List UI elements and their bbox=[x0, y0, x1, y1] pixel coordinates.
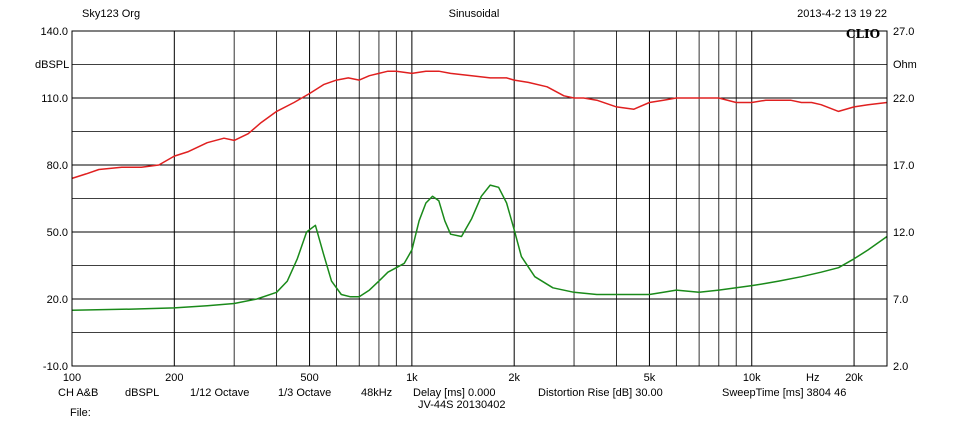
grid bbox=[71, 30, 887, 367]
tick-labels: 100 200 500 1k 2k 5k 10k 20k 140.0 110.0 80.0 50.0 2… bbox=[40, 26, 914, 384]
header-left: Sky123 Org bbox=[82, 8, 140, 20]
y-left-tick-label: 140.0 bbox=[40, 26, 68, 38]
header-timestamp: 2013-4-2 13 19 22 bbox=[797, 8, 887, 20]
footer-file: File: bbox=[70, 407, 91, 419]
x-tick-label: 100 bbox=[63, 372, 81, 384]
y-left-tick-label: 20.0 bbox=[47, 294, 68, 306]
series-lines bbox=[71, 70, 888, 311]
footer-sweep-time: SweepTime [ms] 3804 46 bbox=[722, 387, 846, 399]
y-left-tick-label: 50.0 bbox=[47, 227, 68, 239]
footer-units: dBSPL bbox=[125, 387, 159, 399]
x-tick-label: 10k bbox=[743, 372, 761, 384]
x-tick-label: 500 bbox=[300, 372, 318, 384]
footer-smoothing: 1/3 Octave bbox=[278, 387, 331, 399]
footer-distortion-rise: Distortion Rise [dB] 30.00 bbox=[538, 387, 663, 399]
x-tick-label: 2k bbox=[508, 372, 520, 384]
footer-device-id: JV-44S 20130402 bbox=[418, 399, 505, 411]
x-tick-label: 1k bbox=[406, 372, 418, 384]
plot-frame bbox=[71, 30, 888, 367]
x-tick-label: 5k bbox=[644, 372, 656, 384]
y-left-tick-label: 110.0 bbox=[41, 93, 68, 105]
y-right-tick-label: 2.0 bbox=[893, 361, 908, 373]
y-right-tick-label: 22.0 bbox=[893, 93, 914, 105]
y-right-tick-label: 17.0 bbox=[893, 160, 914, 172]
clio-brand-logo: CLIO bbox=[846, 27, 880, 41]
footer-channel: CH A&B bbox=[58, 387, 98, 399]
footer-resolution: 1/12 Octave bbox=[190, 387, 249, 399]
x-tick-label: 20k bbox=[845, 372, 863, 384]
impedance-response-line bbox=[71, 184, 888, 311]
x-tick-label: 200 bbox=[165, 372, 183, 384]
y-left-axis-label: dBSPL bbox=[35, 59, 69, 71]
y-right-tick-label: 27.0 bbox=[893, 26, 914, 38]
y-right-tick-label: 12.0 bbox=[893, 227, 914, 239]
y-left-tick-label: -10.0 bbox=[43, 361, 68, 373]
chart-title: Sinusoidal bbox=[449, 8, 500, 20]
y-right-tick-label: 7.0 bbox=[893, 294, 908, 306]
y-left-tick-label: 80.0 bbox=[47, 160, 68, 172]
footer-sample-rate: 48kHz bbox=[361, 387, 392, 399]
footer-delay: Delay [ms] 0.000 bbox=[413, 387, 496, 399]
x-axis-label: Hz bbox=[806, 372, 819, 384]
y-right-axis-label: Ohm bbox=[893, 59, 917, 71]
spl-response-line bbox=[71, 70, 888, 180]
